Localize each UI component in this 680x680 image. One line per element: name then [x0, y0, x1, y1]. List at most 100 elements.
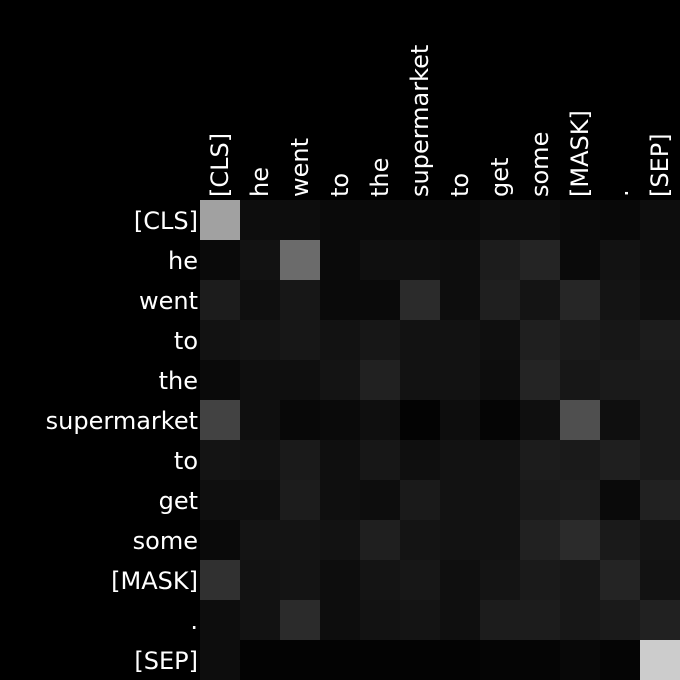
x-tick-label-token-10: .	[606, 189, 634, 197]
heatmap-cell-r0-c11	[640, 200, 680, 240]
heatmap-cell-r6-c8	[520, 440, 560, 480]
heatmap-cell-r5-c7	[480, 400, 520, 440]
heatmap-cell-r4-c0	[200, 360, 240, 400]
heatmap-cell-r4-c4	[360, 360, 400, 400]
heatmap-cell-r8-c8	[520, 520, 560, 560]
heatmap-cell-r0-c5	[400, 200, 440, 240]
heatmap-cell-r11-c3	[320, 640, 360, 680]
x-tick-label-the-4: the	[366, 158, 394, 197]
heatmap-cell-r10-c7	[480, 600, 520, 640]
heatmap-cell-r1-c5	[400, 240, 440, 280]
y-tick-label-token-10: .	[190, 607, 198, 635]
heatmap-cell-r2-c9	[560, 280, 600, 320]
heatmap-cell-r10-c0	[200, 600, 240, 640]
heatmap-cell-r1-c9	[560, 240, 600, 280]
heatmap-cell-r5-c8	[520, 400, 560, 440]
heatmap-cell-r8-c4	[360, 520, 400, 560]
heatmap-cell-r7-c8	[520, 480, 560, 520]
heatmap-cell-r0-c3	[320, 200, 360, 240]
y-tick-label-get-7: get	[159, 487, 198, 515]
heatmap-cell-r4-c5	[400, 360, 440, 400]
heatmap-cell-r9-c6	[440, 560, 480, 600]
heatmap-cell-r7-c0	[200, 480, 240, 520]
heatmap-cell-r5-c3	[320, 400, 360, 440]
heatmap-cell-r3-c0	[200, 320, 240, 360]
heatmap-cell-r3-c7	[480, 320, 520, 360]
heatmap-cell-r3-c2	[280, 320, 320, 360]
heatmap-cell-r9-c8	[520, 560, 560, 600]
x-tick-label-supermarket-5: supermarket	[406, 45, 434, 197]
heatmap-cell-r6-c3	[320, 440, 360, 480]
heatmap-cell-r9-c9	[560, 560, 600, 600]
heatmap-cell-r9-c11	[640, 560, 680, 600]
heatmap-cell-r1-c10	[600, 240, 640, 280]
y-tick-label-the-4: the	[159, 367, 198, 395]
heatmap-cell-r0-c6	[440, 200, 480, 240]
heatmap-cell-r5-c4	[360, 400, 400, 440]
heatmap-cell-r4-c3	[320, 360, 360, 400]
heatmap-cell-r8-c11	[640, 520, 680, 560]
heatmap-cell-r8-c2	[280, 520, 320, 560]
heatmap-cell-r3-c9	[560, 320, 600, 360]
heatmap-cell-r0-c1	[240, 200, 280, 240]
heatmap-cell-r8-c5	[400, 520, 440, 560]
heatmap-cell-r5-c10	[600, 400, 640, 440]
x-tick-label-cls-0: [CLS]	[206, 133, 234, 197]
heatmap-cell-r0-c8	[520, 200, 560, 240]
heatmap-cell-r11-c2	[280, 640, 320, 680]
heatmap-cell-r8-c1	[240, 520, 280, 560]
heatmap-cell-r8-c6	[440, 520, 480, 560]
heatmap-cell-r4-c10	[600, 360, 640, 400]
y-tick-label-he-1: he	[168, 247, 198, 275]
heatmap-cells	[200, 200, 680, 680]
heatmap-cell-r9-c1	[240, 560, 280, 600]
heatmap-cell-r11-c6	[440, 640, 480, 680]
heatmap-cell-r7-c11	[640, 480, 680, 520]
x-tick-label-to-3: to	[326, 173, 354, 197]
heatmap-cell-r3-c1	[240, 320, 280, 360]
heatmap-cell-r6-c6	[440, 440, 480, 480]
heatmap-cell-r6-c2	[280, 440, 320, 480]
heatmap-cell-r6-c5	[400, 440, 440, 480]
heatmap-cell-r9-c2	[280, 560, 320, 600]
heatmap-cell-r3-c8	[520, 320, 560, 360]
heatmap-cell-r1-c11	[640, 240, 680, 280]
heatmap-cell-r11-c9	[560, 640, 600, 680]
heatmap-cell-r9-c0	[200, 560, 240, 600]
heatmap-cell-r9-c7	[480, 560, 520, 600]
heatmap-cell-r3-c6	[440, 320, 480, 360]
heatmap-cell-r8-c10	[600, 520, 640, 560]
heatmap-cell-r6-c4	[360, 440, 400, 480]
heatmap-cell-r2-c5	[400, 280, 440, 320]
y-tick-label-some-8: some	[133, 527, 198, 555]
y-tick-label-sep-11: [SEP]	[134, 647, 198, 675]
heatmap-cell-r10-c4	[360, 600, 400, 640]
heatmap-cell-r5-c0	[200, 400, 240, 440]
y-tick-label-supermarket-5: supermarket	[46, 407, 198, 435]
heatmap-cell-r3-c4	[360, 320, 400, 360]
heatmap-cell-r2-c3	[320, 280, 360, 320]
heatmap-cell-r10-c3	[320, 600, 360, 640]
heatmap-cell-r9-c10	[600, 560, 640, 600]
heatmap-cell-r7-c3	[320, 480, 360, 520]
heatmap-cell-r5-c9	[560, 400, 600, 440]
heatmap-cell-r6-c7	[480, 440, 520, 480]
heatmap-cell-r1-c8	[520, 240, 560, 280]
heatmap-cell-r11-c7	[480, 640, 520, 680]
heatmap-cell-r5-c2	[280, 400, 320, 440]
heatmap-cell-r6-c1	[240, 440, 280, 480]
heatmap-cell-r7-c5	[400, 480, 440, 520]
heatmap-cell-r3-c10	[600, 320, 640, 360]
heatmap-cell-r1-c1	[240, 240, 280, 280]
heatmap-cell-r11-c1	[240, 640, 280, 680]
heatmap-cell-r5-c1	[240, 400, 280, 440]
heatmap-cell-r9-c4	[360, 560, 400, 600]
heatmap-cell-r2-c11	[640, 280, 680, 320]
x-tick-label-get-7: get	[486, 158, 514, 197]
heatmap-cell-r7-c1	[240, 480, 280, 520]
heatmap-cell-r4-c6	[440, 360, 480, 400]
heatmap-cell-r2-c0	[200, 280, 240, 320]
heatmap-cell-r10-c5	[400, 600, 440, 640]
heatmap-cell-r11-c10	[600, 640, 640, 680]
heatmap-cell-r5-c6	[440, 400, 480, 440]
